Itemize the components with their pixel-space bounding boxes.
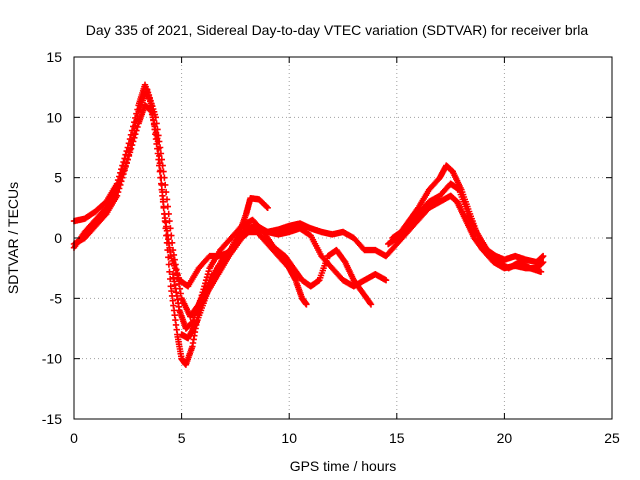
series-trace-1 bbox=[70, 81, 271, 290]
y-tick-label: -5 bbox=[50, 290, 63, 306]
x-tick-label: 5 bbox=[178, 430, 186, 446]
series-markers bbox=[70, 86, 390, 320]
series-trace-7 bbox=[385, 180, 545, 275]
x-tick-label: 25 bbox=[604, 430, 620, 446]
series-markers bbox=[385, 180, 545, 275]
y-axis-title: SDTVAR / TECUs bbox=[5, 182, 21, 294]
y-tick-label: -15 bbox=[42, 411, 62, 427]
chart-title: Day 335 of 2021, Sidereal Day-to-day VTE… bbox=[86, 22, 589, 38]
series-trace-4 bbox=[169, 216, 375, 332]
series-trace-2 bbox=[70, 86, 390, 320]
data-layer bbox=[70, 81, 547, 368]
y-tick-label: -10 bbox=[42, 351, 62, 367]
grid bbox=[74, 57, 612, 419]
series-markers bbox=[178, 228, 310, 342]
x-tick-label: 20 bbox=[497, 430, 513, 446]
y-tick-label: 15 bbox=[46, 49, 62, 65]
x-tick-label: 15 bbox=[389, 430, 405, 446]
series-markers bbox=[70, 81, 271, 290]
y-tick-label: 10 bbox=[46, 109, 62, 125]
x-axis-title: GPS time / hours bbox=[290, 458, 397, 474]
y-tick-label: 5 bbox=[54, 170, 62, 186]
series-trace-5 bbox=[178, 228, 310, 342]
axis-ticks: 0 5 10 15 20 25 -15 -10 -5 0 5 10 15 bbox=[42, 49, 620, 446]
y-tick-label: 0 bbox=[54, 230, 62, 246]
x-tick-label: 10 bbox=[281, 430, 297, 446]
series-markers bbox=[169, 216, 375, 332]
x-tick-label: 0 bbox=[70, 430, 78, 446]
